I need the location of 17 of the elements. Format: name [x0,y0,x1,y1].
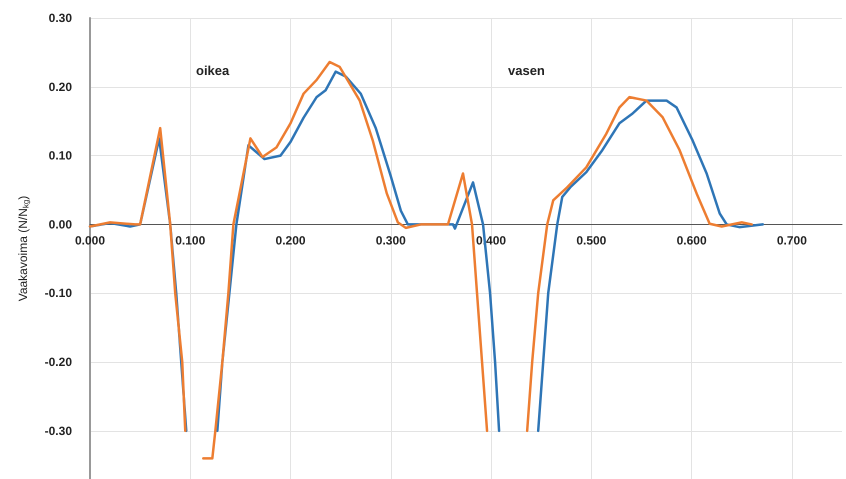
y-tick-label: 0.10 [48,148,72,163]
annotation: vasen [508,63,545,78]
y-axis-title: Vaakavoima (N/Nkg) [16,196,30,302]
x-tick-label: 0.200 [276,233,306,248]
y-tick-label: 0.30 [48,11,72,25]
y-tick-label: 0.00 [48,217,72,232]
y-tick-label: -0.30 [44,424,72,438]
annotation: oikea [196,63,230,78]
x-tick-label: 0.600 [676,233,707,248]
y-tick-label: -0.20 [44,355,72,370]
x-tick-label: 0.100 [175,233,206,248]
x-tick-label: 0.500 [576,233,607,248]
x-tick-label: 0.000 [74,233,106,248]
x-tick-label: 0.300 [376,233,406,248]
y-tick-label: 0.20 [48,80,72,94]
y-tick-label: -0.10 [44,286,72,300]
x-tick-label: 0.700 [776,233,808,248]
